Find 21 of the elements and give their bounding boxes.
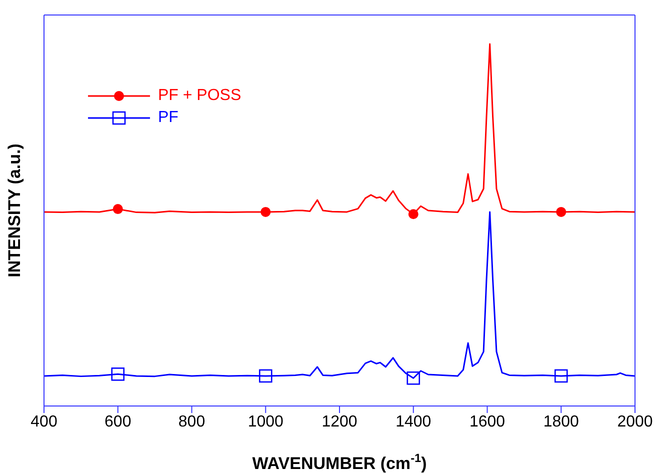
- x-tick-label: 1400: [396, 413, 432, 430]
- x-tick-label: 1200: [322, 413, 358, 430]
- x-tick-label: 2000: [617, 413, 653, 430]
- x-axis-title: WAVENUMBER (cm$^{-1}$): [252, 451, 427, 473]
- point: [260, 206, 271, 217]
- point: [258, 369, 272, 383]
- x-tick-label: 400: [30, 413, 58, 430]
- point: [408, 209, 418, 220]
- point: [556, 206, 566, 217]
- point: [111, 367, 125, 381]
- x-tick-label: 1000: [248, 413, 284, 430]
- y-axis-title: INTENSITY (a.u.): [5, 144, 24, 278]
- point: [112, 204, 123, 214]
- point: [554, 369, 568, 383]
- point: [406, 371, 420, 385]
- x-tick-label: 1600: [469, 413, 506, 430]
- legend-label: PF + POSS: [158, 87, 242, 104]
- x-tick-label: 600: [104, 413, 132, 430]
- x-tick-label: 800: [178, 413, 206, 430]
- legend-label: PF: [158, 109, 178, 126]
- x-tick-label: 1800: [543, 413, 580, 430]
